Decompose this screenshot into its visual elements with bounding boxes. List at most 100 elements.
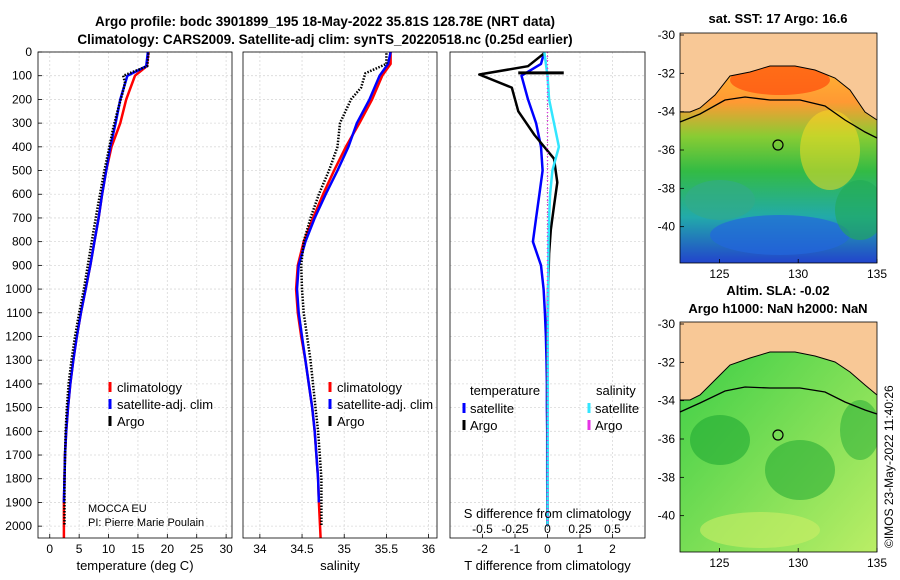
y-tick-label: 1700	[5, 448, 32, 462]
axes-frame	[242, 51, 438, 539]
profile-plots: 0 5 10 15 20 25 300100200300400500600700800900…	[5, 45, 646, 573]
legend-label: Argo	[470, 418, 497, 433]
y-tick-label: 1800	[5, 472, 32, 486]
x-tick-label: 25	[190, 542, 204, 556]
s-tick-label: 0	[544, 522, 551, 536]
credit-pi: PI: Pierre Marie Poulain	[88, 517, 204, 529]
map-y-tick-label: -32	[658, 66, 676, 80]
series-group	[62, 52, 150, 538]
s-tick-label: -0.5	[472, 522, 493, 536]
sla-map-title: Altim. SLA: -0.02	[726, 283, 829, 298]
map-x-tick-label: 125	[709, 556, 729, 570]
x-axis-label: salinity	[320, 558, 360, 573]
x-axis-label: T difference from climatology	[464, 558, 631, 573]
argo-position-marker	[772, 429, 784, 441]
profile-panel-differences: -2 -1 0 1 2 T difference from climatology temp…	[449, 51, 646, 573]
map-y-tick-label: -36	[658, 143, 676, 157]
x-tick-label: 0	[544, 542, 551, 556]
y-tick-label: 1100	[6, 306, 32, 320]
x-tick-label: 10	[102, 542, 116, 556]
map-ticks: 125 130 135 -30 -32 -34 -36 -38 -40 125 130 135 -30 -…	[658, 28, 888, 570]
s-tick-label: 0.25	[568, 522, 592, 536]
x-tick-label: 30	[219, 542, 233, 556]
series-line-argo	[299, 53, 388, 527]
profile-panel-temperature: 0 5 10 15 20 25 300100200300400500600700800900…	[5, 45, 233, 573]
sla-patches	[690, 400, 877, 548]
y-tick-label: 1500	[5, 401, 32, 415]
x-tick-label: 34	[253, 542, 267, 556]
map-y-tick-label: -40	[658, 509, 676, 523]
credit-project: MOCCA EU	[88, 503, 147, 515]
land-australia	[680, 322, 877, 400]
profile-panel-salinity: 34 34.5 35 35.5 36 salinity climatology satelli…	[242, 51, 438, 573]
y-tick-label: 1400	[5, 377, 32, 391]
x-tick-label: 2	[609, 542, 616, 556]
y-tick-label: 1300	[5, 353, 32, 367]
y-tick-label: 0	[25, 45, 32, 59]
y-tick-label: 1000	[5, 282, 32, 296]
contour-line	[679, 386, 878, 415]
y-tick-label: 1900	[5, 495, 32, 509]
y-tick-label: 200	[12, 92, 32, 106]
y-tick-label: 100	[12, 69, 32, 83]
x-tick-label: 35	[338, 542, 352, 556]
figure-title-line2: Climatology: CARS2009. Satellite-adj cli…	[77, 32, 573, 47]
argo-depth-title: Argo h1000: NaN h2000: NaN	[688, 301, 867, 316]
sst-patches	[685, 65, 877, 255]
map-y-tick-label: -38	[658, 181, 676, 195]
map-y-tick-label: -38	[658, 470, 676, 484]
series-group	[294, 52, 392, 538]
land-australia	[680, 33, 877, 120]
y-tick-label: 900	[12, 258, 32, 272]
map-y-tick-label: -30	[658, 317, 676, 331]
series-group	[478, 52, 564, 538]
axes-frame	[37, 51, 233, 539]
series-line-satellite-adj-clim	[62, 52, 150, 503]
x-tick-label: -2	[477, 542, 488, 556]
x-tick-label: 5	[76, 542, 83, 556]
x-tick-label: 15	[131, 542, 145, 556]
map-x-tick-label: 125	[709, 267, 729, 281]
x-tick-label: 0	[46, 542, 53, 556]
legend-label: climatology	[337, 380, 403, 395]
coastline	[680, 351, 878, 401]
x-axis-label: temperature (deg C)	[76, 558, 193, 573]
x-tick-label: -1	[510, 542, 521, 556]
map-x-tick-label: 135	[867, 556, 887, 570]
map-y-tick-label: -34	[658, 394, 676, 408]
map-y-tick-label: -34	[658, 105, 676, 119]
series-line-satellite-adj-clim	[295, 52, 392, 503]
map-x-tick-label: 130	[788, 267, 808, 281]
y-tick-label: 1600	[5, 424, 32, 438]
y-tick-label: 700	[12, 211, 32, 225]
y-tick-label: 800	[12, 235, 32, 249]
legend-label: Argo	[595, 418, 622, 433]
map-y-tick-label: -32	[658, 355, 676, 369]
legend-title-salinity: salinity	[596, 383, 636, 398]
s-tick-label: 0.5	[604, 522, 621, 536]
y-tick-label: 1200	[5, 329, 32, 343]
map-x-tick-label: 135	[867, 267, 887, 281]
s-tick-label: -0.25	[501, 522, 529, 536]
s-axis-label: S difference from climatology	[464, 506, 632, 521]
y-tick-label: 400	[12, 140, 32, 154]
y-tick-label: 300	[12, 116, 32, 130]
legend-label: Argo	[337, 414, 364, 429]
series-line-argo	[63, 53, 150, 527]
coastline	[680, 65, 878, 121]
argo-position-marker	[772, 139, 784, 151]
legend-label: Argo	[117, 414, 144, 429]
y-tick-label: 600	[12, 187, 32, 201]
x-tick-label: 20	[161, 542, 175, 556]
map-x-tick-label: 130	[788, 556, 808, 570]
sst-map-title: sat. SST: 17 Argo: 16.6	[709, 11, 848, 26]
map-y-tick-label: -36	[658, 432, 676, 446]
sst-map	[679, 32, 878, 264]
map-y-tick-label: -30	[658, 28, 676, 42]
imos-watermark: ©IMOS 23-May-2022 11:40:26	[882, 385, 896, 548]
legend-label: satellite	[470, 401, 514, 416]
legend-label: satellite-adj. clim	[337, 397, 433, 412]
series-line-climatology	[62, 52, 150, 538]
x-tick-label: 36	[422, 542, 436, 556]
